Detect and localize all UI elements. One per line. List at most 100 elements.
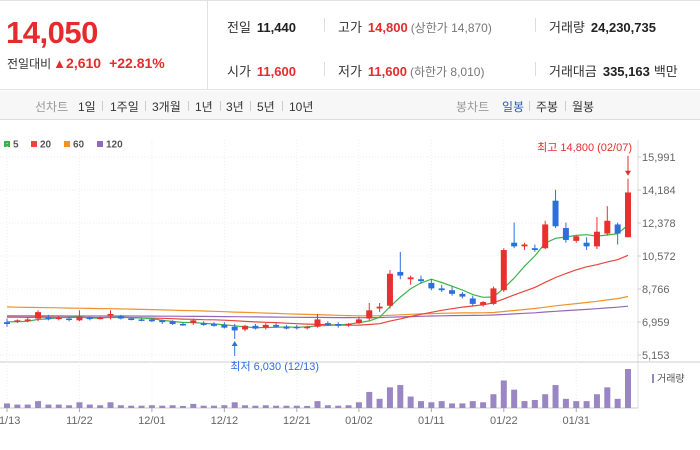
candle-body (190, 320, 197, 324)
range-1w-button[interactable]: 1주일 (110, 100, 139, 114)
volume-legend: 거래량 (652, 373, 685, 385)
candle (273, 323, 280, 328)
range-5y-button[interactable]: 5년 (257, 100, 275, 114)
up-arrow-icon (231, 340, 238, 346)
candle-body (138, 319, 145, 321)
candle (593, 217, 600, 250)
candle-body (428, 282, 435, 289)
candle (179, 322, 186, 326)
volume-label: 거래량 (657, 373, 685, 385)
candle-body (169, 321, 176, 324)
price-chart[interactable]: 5 20 60 120 15,991 14,184 12,378 10,572 8,766 6,9… (0, 130, 700, 450)
candle (293, 324, 300, 330)
x-tick-label: 01/02 (345, 415, 373, 427)
candle (428, 279, 435, 291)
candle (511, 222, 518, 249)
legend-item-60: 60 (64, 140, 85, 151)
period-weekly-button[interactable]: 주봉 (536, 100, 559, 114)
volume-bar (459, 403, 466, 408)
candle (221, 322, 228, 329)
volume-bar (138, 405, 145, 408)
candle-body (159, 320, 166, 323)
volume-bar (604, 387, 611, 408)
volume-bar (231, 402, 238, 408)
range-1y-button[interactable]: 1년 (195, 100, 213, 114)
range-1d-button[interactable]: 1일 (78, 100, 96, 114)
volume-bar (190, 403, 197, 408)
volume-bar (252, 405, 259, 408)
range-3m-button[interactable]: 3개월 (152, 100, 181, 114)
chart-toolbar: 선차트 1일 1주일 3개월 1년 3년 5년 10년 봉차트 일봉 주봉 월봉 (0, 91, 700, 120)
candle-body (128, 318, 135, 321)
volume-bar (169, 405, 176, 408)
candle-body (490, 288, 497, 304)
volume-bar (490, 394, 497, 408)
candle-body (148, 319, 155, 322)
stat-prev-close: 전일 11,440 (227, 17, 296, 36)
candle-body (252, 325, 259, 329)
volume-bar (314, 401, 321, 408)
candle-body (55, 317, 62, 320)
candle (480, 301, 487, 307)
volume-bar (304, 405, 311, 408)
candle (355, 316, 362, 324)
x-tick-label: 12/01 (138, 415, 166, 427)
period-daily-button[interactable]: 일봉 (502, 100, 525, 114)
candle-body (397, 271, 404, 276)
candle (614, 222, 621, 245)
volume-bar (366, 391, 373, 408)
candle (386, 270, 393, 309)
candle (283, 324, 290, 330)
period-monthly-button[interactable]: 월봉 (572, 100, 595, 114)
legend-swatch (64, 141, 70, 147)
candle-body (273, 324, 280, 327)
stat-open: 시가 11,600 (227, 61, 296, 80)
candle (604, 206, 611, 236)
volume-bar (293, 405, 300, 408)
volume-bar (593, 394, 600, 408)
candle-body (324, 323, 331, 325)
candle (469, 295, 476, 306)
candle-body (531, 248, 538, 251)
candle-body (573, 236, 580, 241)
price-change: 전일대비 ▲2,610 +22.81% (7, 55, 165, 72)
change-percent: +22.81% (109, 55, 165, 71)
candle (4, 318, 10, 327)
change-amount: 2,610 (66, 55, 102, 71)
candle (169, 320, 176, 325)
volume-bar (386, 387, 393, 408)
x-tick-label: 11/22 (66, 415, 93, 427)
candle (314, 313, 321, 328)
x-tick-label: 01/22 (490, 415, 518, 427)
candle-body (304, 326, 311, 329)
volume-bar (428, 402, 435, 408)
up-triangle-icon: ▲ (53, 56, 67, 71)
candle-body (345, 323, 352, 326)
candle (97, 316, 104, 320)
range-3y-button[interactable]: 3년 (226, 100, 244, 114)
x-tick-label: 01/31 (562, 415, 590, 427)
upper-limit: (상한가 14,870) (410, 21, 492, 35)
candle-body (242, 325, 249, 330)
range-10y-button[interactable]: 10년 (289, 100, 314, 114)
candle (211, 322, 217, 327)
stat-turnover: 거래대금 335,163 백만 (549, 61, 684, 80)
legend-item-120: 120 (97, 140, 123, 151)
divider (565, 101, 566, 111)
candle-body (366, 310, 373, 319)
candle-body (35, 312, 42, 319)
legend-swatch (97, 141, 103, 147)
candle (397, 251, 404, 280)
volume-bar (614, 398, 621, 408)
candle (583, 237, 590, 251)
divider (324, 62, 325, 76)
candle (128, 317, 135, 321)
volume-bar (45, 404, 52, 408)
volume-bar (511, 389, 518, 408)
volume-bar (335, 405, 342, 408)
volume-bar (14, 404, 21, 408)
candle (562, 222, 569, 243)
candle (200, 321, 207, 326)
stat-value: 24,230,735 (590, 20, 656, 35)
divider (220, 101, 221, 111)
